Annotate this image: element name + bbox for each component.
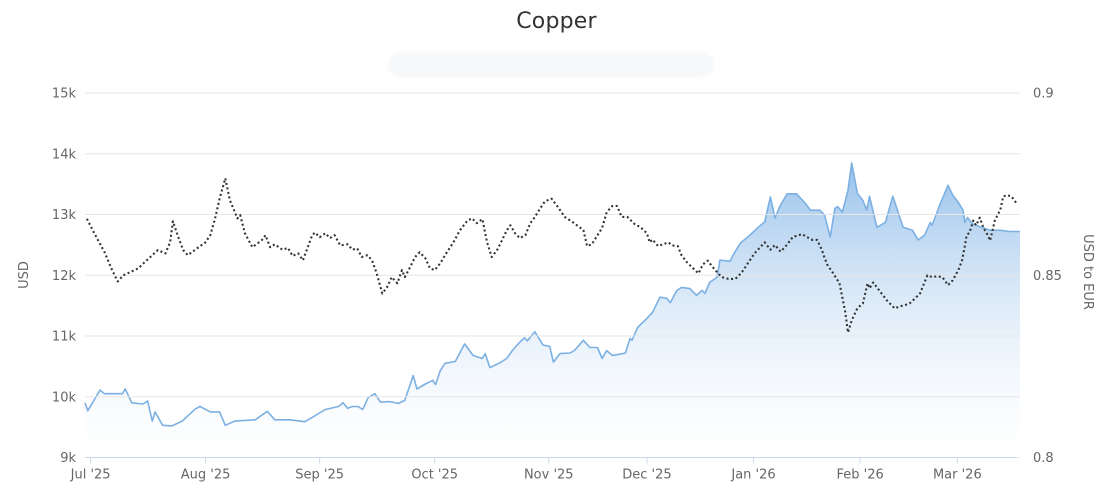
copper-price-line[interactable]: [84, 162, 1020, 427]
x-axis-label: Feb '26: [836, 468, 883, 483]
y-right-tick-label: 0.9: [1033, 87, 1054, 102]
y-right-axis-title: USD to EUR: [1080, 234, 1095, 310]
y-left-axis-title: USD: [17, 261, 32, 289]
x-axis-label: Dec '25: [622, 468, 671, 483]
y-left-tick-label: 9k: [60, 451, 76, 466]
y-right-tick-label: 0.85: [1033, 269, 1062, 284]
chart-title: Copper: [516, 9, 597, 34]
x-axis-label: Jan '26: [730, 468, 775, 483]
x-axis-label: Mar '26: [933, 468, 982, 483]
y-left-tick-label: 12k: [52, 269, 77, 284]
x-axis-label: Jul '25: [70, 468, 111, 483]
usd-to-eur-dotted-line[interactable]: [85, 177, 1019, 334]
y-right-tick-label: 0.8: [1033, 451, 1054, 466]
y-left-tick-label: 14k: [52, 147, 77, 162]
subtitle-redacted-blob: [388, 52, 714, 77]
x-axis-label: Nov '25: [524, 468, 574, 483]
y-left-tick-label: 13k: [52, 208, 77, 223]
y-left-tick-label: 11k: [52, 330, 77, 345]
y-left-tick-label: 10k: [52, 390, 77, 405]
x-axis-label: Oct '25: [411, 468, 458, 483]
x-axis-label: Aug '25: [181, 468, 231, 483]
y-left-tick-label: 15k: [52, 87, 77, 102]
copper-area-fill[interactable]: [85, 162, 1020, 458]
x-axis-label: Sep '25: [295, 468, 344, 483]
